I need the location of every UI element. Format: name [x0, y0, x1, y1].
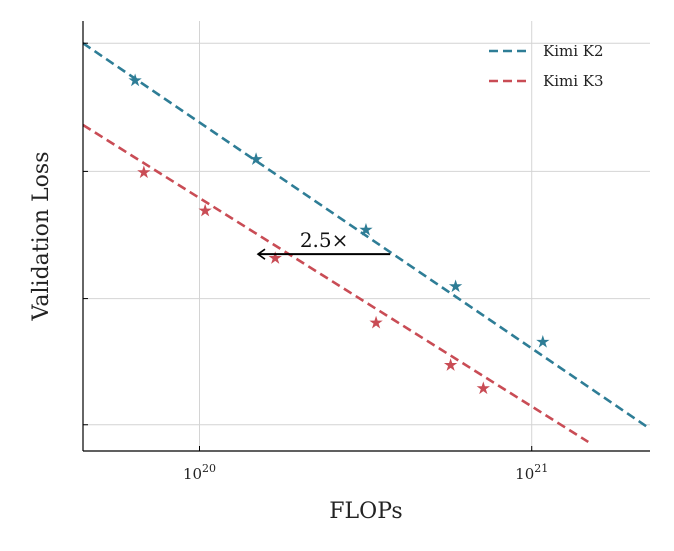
x-tick-label-2: 1021 [515, 462, 548, 483]
series-2-point-4 [369, 315, 383, 329]
series-2-point-5 [443, 358, 458, 371]
series-line-2 [83, 123, 589, 444]
series-1-point-5 [536, 334, 550, 348]
series-2-point-6 [476, 381, 490, 395]
series-1-point-4 [448, 279, 463, 293]
series-2-point-3 [268, 251, 282, 264]
series-line-1 [83, 42, 650, 430]
x-axis-label: FLOPs [329, 499, 402, 524]
annotation-arrow-head [256, 248, 266, 260]
legend-label-2: Kimi K3 [543, 72, 604, 90]
axes [82, 21, 650, 452]
legend-label-1: Kimi K2 [543, 42, 604, 60]
legend: Kimi K2 Kimi K3 [489, 42, 604, 90]
annotation-label: 2.5× [300, 228, 349, 252]
y-axis-label: Validation Loss [29, 152, 54, 322]
tick-marks [83, 42, 533, 451]
annotation: 2.5× [256, 228, 391, 260]
grid-lines [83, 21, 650, 451]
tick-labels: 1020 1021 [183, 462, 548, 483]
x-tick-label-1: 1020 [183, 462, 216, 483]
plot-area [83, 42, 650, 444]
series-2-point-2 [198, 203, 212, 217]
